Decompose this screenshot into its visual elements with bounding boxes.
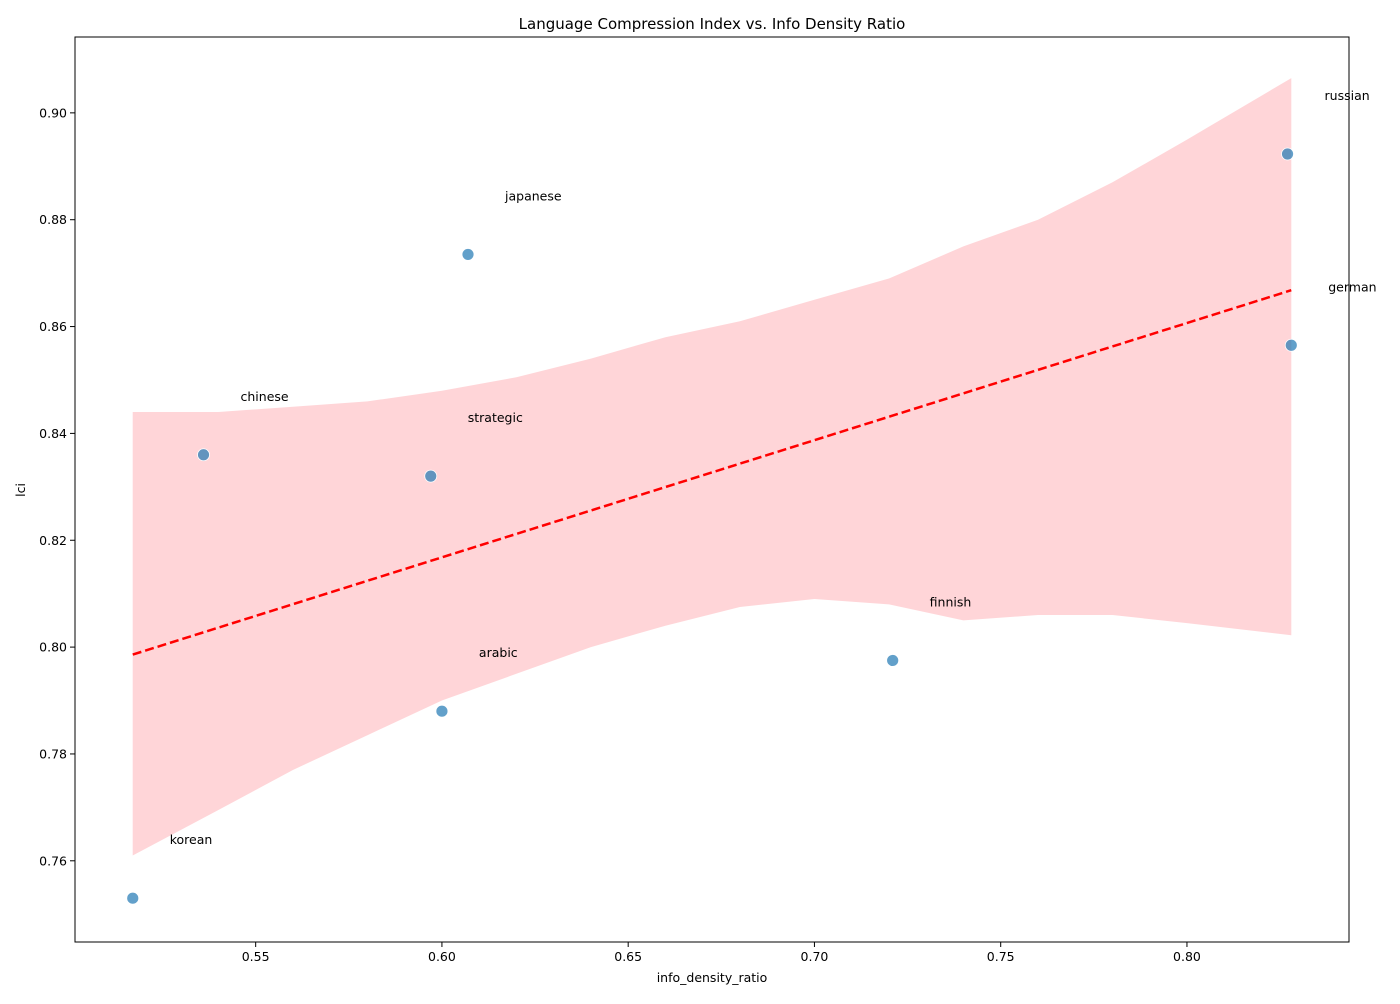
point-label-strategic: strategic — [468, 410, 523, 425]
y-tick-label: 0.78 — [39, 746, 67, 761]
regression-line-layer — [132, 289, 1292, 656]
x-tick-label: 0.55 — [242, 949, 270, 964]
chart-title: Language Compression Index vs. Info Dens… — [519, 15, 906, 33]
point-label-japanese: japanese — [504, 188, 562, 203]
point-label-german: german — [1328, 279, 1376, 294]
x-axis-ticks: 0.55 0.60 0.65 0.70 0.75 0.80 — [242, 942, 1201, 964]
x-tick-label: 0.65 — [614, 949, 642, 964]
point-labels-layer: korean chinese strategic arabic japanese finn… — [170, 88, 1377, 847]
x-tick-label: 0.60 — [428, 949, 456, 964]
y-tick-label: 0.84 — [39, 426, 67, 441]
x-tick-label: 0.70 — [801, 949, 829, 964]
point-label-korean: korean — [170, 832, 213, 847]
regression-line — [132, 289, 1292, 656]
data-point-chinese — [197, 448, 210, 462]
y-tick-label: 0.86 — [39, 319, 67, 334]
data-point-russian — [1281, 147, 1294, 161]
data-point-japanese — [461, 248, 475, 261]
x-tick-label: 0.80 — [1173, 949, 1201, 964]
data-point-german — [1284, 338, 1298, 352]
y-tick-label: 0.82 — [39, 533, 67, 548]
x-tick-label: 0.75 — [987, 949, 1015, 964]
y-tick-label: 0.90 — [39, 105, 67, 120]
data-point-arabic — [435, 704, 449, 718]
point-label-finnish: finnish — [930, 594, 972, 609]
y-tick-label: 0.76 — [39, 853, 67, 868]
point-label-chinese: chinese — [241, 389, 289, 404]
y-axis-ticks: 0.76 0.78 0.80 0.82 0.84 0.86 0.88 0.90 — [39, 105, 75, 868]
confidence-band — [132, 78, 1292, 856]
y-axis-title: lci — [13, 483, 28, 497]
data-points-layer — [126, 147, 1298, 905]
data-point-strategic — [424, 469, 438, 483]
y-tick-label: 0.80 — [39, 640, 67, 655]
data-point-finnish — [886, 654, 900, 667]
confidence-band-layer — [132, 78, 1292, 856]
data-point-korean — [126, 891, 140, 905]
x-axis-title: info_density_ratio — [657, 970, 768, 985]
point-label-russian: russian — [1325, 88, 1370, 103]
y-tick-label: 0.88 — [39, 212, 67, 227]
plot-area-frame — [74, 36, 1350, 943]
point-label-arabic: arabic — [479, 645, 518, 660]
